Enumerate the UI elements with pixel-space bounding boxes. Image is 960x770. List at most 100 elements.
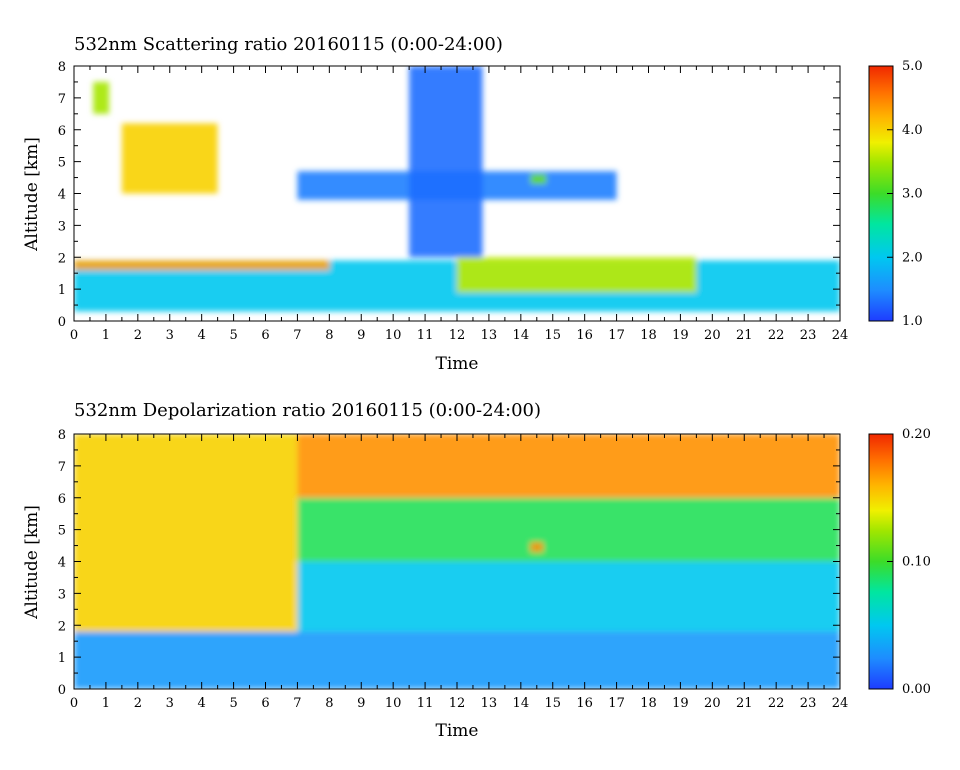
colorbar-tick-label: 0.00 [902, 682, 931, 697]
x-tick-label: 21 [736, 696, 753, 711]
x-tick-label: 24 [832, 696, 849, 711]
heatmap-region [530, 174, 547, 184]
x-tick-label: 7 [293, 696, 301, 711]
x-tick-label: 0 [70, 696, 78, 711]
y-tick-label: 8 [58, 60, 66, 75]
x-tick-label: 10 [385, 328, 402, 343]
x-tick-label: 22 [768, 696, 785, 711]
x-tick-label: 12 [449, 328, 466, 343]
colorbar-tick-label: 3.0 [902, 187, 923, 202]
x-tick-label: 22 [768, 328, 785, 343]
y-tick-label: 5 [58, 156, 66, 171]
axes: 0 1 2 3 4 5 6 7 8 9 10 11 12 13 14 15 16 17 18 19 20 21 22 23 24… [58, 60, 849, 343]
x-tick-label: 2 [134, 328, 142, 343]
x-tick-label: 15 [544, 328, 561, 343]
x-tick-label: 23 [800, 328, 817, 343]
y-tick-label: 1 [58, 651, 66, 666]
x-tick-label: 13 [481, 328, 498, 343]
heatmap-region [74, 434, 298, 632]
x-tick-label: 9 [357, 328, 365, 343]
x-tick-label: 18 [640, 696, 657, 711]
x-tick-label: 8 [325, 696, 333, 711]
y-axis-label: Altitude [km] [22, 137, 42, 252]
depolarization-ratio-panel: 532nm Depolarization ratio 20160115 (0:0… [22, 400, 931, 741]
y-axis-label: Altitude [km] [22, 505, 42, 620]
x-tick-label: 20 [704, 696, 721, 711]
y-tick-label: 2 [58, 619, 66, 634]
x-tick-label: 20 [704, 328, 721, 343]
y-tick-label: 3 [58, 587, 66, 602]
x-tick-label: 13 [481, 696, 498, 711]
heatmap-region [121, 123, 218, 194]
colorbar: 0.00 0.10 0.20 [868, 427, 931, 697]
colorbar-tick-label: 0.20 [902, 427, 931, 442]
heatmap-region [297, 561, 840, 632]
x-tick-label: 3 [166, 328, 174, 343]
colorbar-tick-label: 0.10 [902, 555, 931, 570]
scattering-ratio-panel: 532nm Scattering ratio 20160115 (0:00-24… [22, 34, 923, 374]
colorbar-tick-label: 1.0 [902, 314, 923, 329]
x-tick-label: 1 [102, 696, 110, 711]
x-tick-label: 24 [832, 328, 849, 343]
x-axis-label: Time [436, 354, 479, 374]
chart-title: 532nm Depolarization ratio 20160115 (0:0… [74, 400, 541, 421]
x-tick-label: 2 [134, 696, 142, 711]
x-tick-label: 21 [736, 328, 753, 343]
x-tick-label: 15 [544, 696, 561, 711]
heatmap-region [93, 81, 110, 114]
x-tick-label: 19 [672, 696, 689, 711]
x-tick-label: 9 [357, 696, 365, 711]
heatmap-region [74, 260, 330, 270]
y-tick-label: 3 [58, 219, 66, 234]
y-tick-label: 5 [58, 524, 66, 539]
y-tick-label: 8 [58, 428, 66, 443]
colorbar-tick-label: 5.0 [902, 59, 923, 74]
x-tick-label: 6 [261, 328, 269, 343]
heatmap-field [74, 434, 840, 689]
x-tick-label: 5 [229, 328, 237, 343]
heatmap-region [297, 497, 840, 562]
heatmap-region [74, 631, 840, 689]
axes: 0 1 2 3 4 5 6 7 8 9 10 11 12 13 14 15 16 17 18 19 20 21 22 23 24… [58, 428, 849, 711]
x-tick-label: 6 [261, 696, 269, 711]
colorbar-tick-label: 4.0 [902, 123, 923, 138]
x-tick-label: 16 [576, 328, 593, 343]
y-tick-label: 7 [58, 92, 66, 107]
x-tick-label: 18 [640, 328, 657, 343]
x-tick-label: 16 [576, 696, 593, 711]
colorbar-tick-label: 2.0 [902, 250, 923, 265]
heatmap-region [409, 66, 483, 258]
x-tick-label: 14 [513, 328, 530, 343]
x-tick-label: 23 [800, 696, 817, 711]
x-tick-label: 11 [417, 696, 434, 711]
x-tick-label: 11 [417, 328, 434, 343]
x-tick-label: 17 [608, 696, 625, 711]
y-tick-label: 4 [58, 556, 66, 571]
y-tick-label: 1 [58, 283, 66, 298]
x-tick-label: 4 [198, 328, 206, 343]
heatmap-field [74, 66, 840, 312]
y-tick-label: 6 [58, 124, 66, 139]
colorbar: 1.0 2.0 3.0 4.0 5.0 [868, 59, 923, 329]
y-tick-label: 0 [58, 315, 66, 330]
y-tick-label: 2 [58, 251, 66, 266]
x-tick-label: 0 [70, 328, 78, 343]
x-tick-label: 10 [385, 696, 402, 711]
heatmap-region [457, 257, 697, 293]
chart-title: 532nm Scattering ratio 20160115 (0:00-24… [74, 34, 503, 55]
y-tick-label: 4 [58, 188, 66, 203]
x-tick-label: 14 [513, 696, 530, 711]
y-tick-label: 7 [58, 460, 66, 475]
y-tick-label: 0 [58, 683, 66, 698]
x-tick-label: 5 [229, 696, 237, 711]
y-tick-label: 6 [58, 492, 66, 507]
heatmap-region [297, 434, 840, 498]
x-tick-label: 8 [325, 328, 333, 343]
x-axis-label: Time [436, 721, 479, 741]
x-tick-label: 12 [449, 696, 466, 711]
x-tick-label: 3 [166, 696, 174, 711]
x-tick-label: 17 [608, 328, 625, 343]
x-tick-label: 4 [198, 696, 206, 711]
heatmap-region [530, 542, 544, 552]
